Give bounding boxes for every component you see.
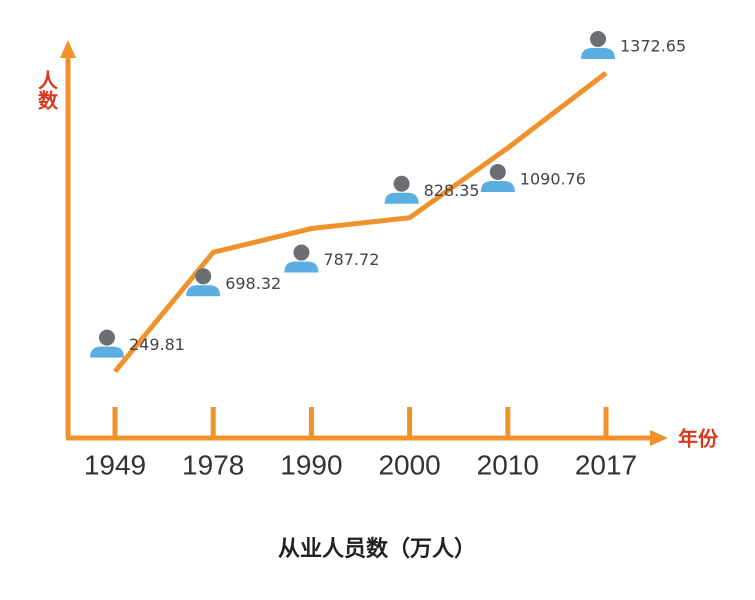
person-icon-body [480,180,515,192]
y-axis-arrow [60,40,76,58]
value-label: 249.81 [129,335,185,354]
person-icon-head [590,31,606,47]
chart-title: 从业人员数（万人） [278,536,476,562]
x-tick-label: 2017 [575,449,637,480]
y-axis-label: 人数 [35,70,59,111]
x-tick-label: 2010 [477,449,539,480]
person-icon-head [99,329,115,346]
value-label: 828.35 [424,181,480,200]
x-axis-label: 年份 [678,427,719,451]
x-axis-arrow [650,430,668,446]
value-label: 1090.76 [520,169,586,188]
value-label: 698.32 [225,274,281,293]
person-icon-head [489,163,506,180]
x-tick-label: 1949 [84,449,146,480]
person-icon-body [90,346,124,358]
value-label: 1372.65 [620,37,686,56]
person-icon-body [384,192,419,204]
x-tick-label: 1978 [182,449,244,480]
person-icon-head [293,244,310,261]
person-icon-head [393,175,410,192]
person-icon-body [284,261,319,273]
value-label: 787.72 [323,250,379,269]
person-icon-head [195,268,212,285]
person-icon-body [581,48,615,59]
x-tick-label: 1990 [280,449,342,480]
x-tick-label: 2000 [378,449,440,480]
line [113,71,608,374]
person-icon-body [186,285,221,297]
